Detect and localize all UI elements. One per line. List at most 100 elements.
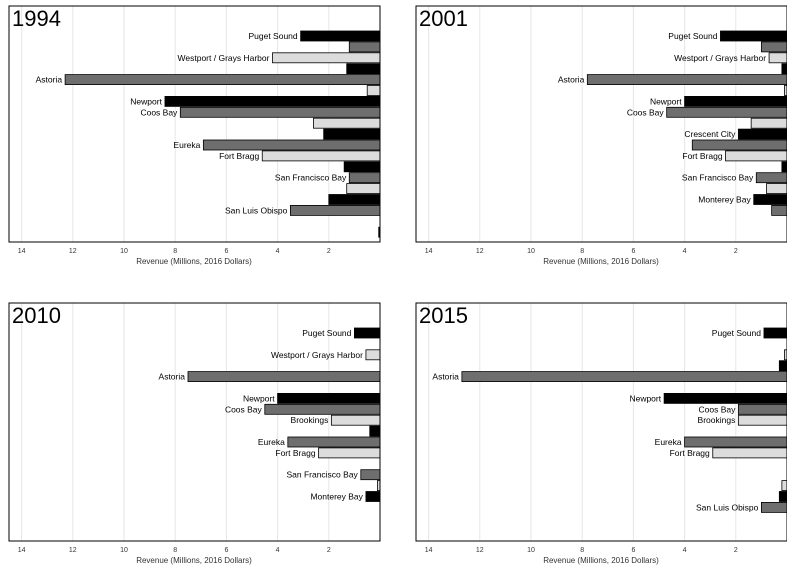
port-label: Coos Bay — [225, 404, 263, 414]
panel-1994: Puget Sound Westport / Grays Harbor Astori… — [8, 5, 381, 266]
bar-light_gray-row-14 — [346, 183, 381, 195]
panel-frame — [8, 302, 381, 542]
panel-title: 2010 — [12, 303, 61, 328]
port-label: Crescent City — [684, 129, 736, 139]
bar-light_gray-row-8 — [330, 414, 381, 426]
x-tick-label: 6 — [631, 547, 635, 554]
bar-black-row-9 — [323, 128, 381, 140]
x-tick-label: 8 — [580, 547, 584, 554]
port-label: Brookings — [698, 415, 736, 425]
bar-dark_gray-row-1 — [348, 41, 381, 53]
port-label: Fort Bragg — [275, 448, 315, 458]
bar-black-row-15 — [365, 491, 381, 502]
port-label: Coos Bay — [627, 107, 665, 117]
bar-dark_gray-row-16 — [761, 501, 787, 513]
bar-dark_gray-row-4 — [461, 371, 787, 383]
bar-light_gray-row-8 — [750, 117, 787, 129]
x-tick-label: 4 — [276, 547, 280, 554]
x-tick-label: 10 — [120, 248, 128, 255]
port-label: Westport / Grays Harbor — [674, 53, 766, 63]
x-tick-label: 8 — [173, 547, 177, 554]
panel-title: 1994 — [12, 6, 61, 31]
panel-title: 2015 — [419, 303, 468, 328]
bar-light_gray-row-2 — [784, 349, 787, 361]
port-label: San Francisco Bay — [286, 470, 358, 480]
port-label: Newport — [130, 96, 162, 106]
port-label: San Francisco Bay — [682, 173, 754, 183]
port-label: Brookings — [291, 415, 329, 425]
bar-black-row-3 — [346, 63, 381, 75]
port-label: Astoria — [432, 372, 459, 382]
panel-2015: Puget Sound Astoria Newport Coos BayBrookin… — [415, 302, 787, 565]
port-label: Coos Bay — [699, 404, 737, 414]
x-tick-label: 2 — [734, 547, 738, 554]
bar-black-row-6 — [684, 96, 787, 107]
bar-light_gray-row-8 — [737, 414, 787, 426]
bar-dark_gray-row-13 — [360, 469, 381, 481]
port-label: Astoria — [159, 372, 186, 382]
x-tick-label: 8 — [173, 248, 177, 255]
bar-light_gray-row-8 — [313, 117, 381, 129]
x-tick-label: 12 — [476, 547, 484, 554]
panel-2001: Puget Sound Westport / Grays Harbor Astori… — [415, 5, 787, 266]
port-label: San Luis Obispo — [225, 205, 288, 215]
bar-dark_gray-row-4 — [586, 74, 787, 85]
bar-light_gray-row-2 — [768, 52, 787, 64]
x-axis-label: Revenue (Millions, 2016 Dollars) — [543, 556, 659, 565]
bar-dark_gray-row-10 — [691, 139, 787, 151]
x-tick-label: 6 — [224, 547, 228, 554]
bar-light_gray-row-5 — [366, 85, 381, 96]
x-tick-label: 2 — [734, 248, 738, 255]
port-label: Puget Sound — [248, 31, 297, 41]
port-label: Newport — [629, 393, 661, 403]
port-label: Puget Sound — [712, 328, 761, 338]
bar-dark_gray-row-16 — [289, 204, 381, 216]
bar-light_gray-row-11 — [261, 150, 381, 162]
bar-black-row-9 — [737, 128, 787, 140]
bar-black-row-3 — [778, 360, 787, 372]
bar-dark_gray-row-1 — [761, 41, 787, 53]
port-label: Monterey Bay — [310, 492, 363, 502]
port-label: Westport / Grays Harbor — [178, 53, 270, 63]
bar-black-row-15 — [778, 491, 787, 502]
panel-frame — [415, 302, 787, 542]
port-label: Eureka — [258, 437, 285, 447]
bar-black-row-0 — [720, 30, 787, 42]
x-tick-label: 10 — [527, 547, 535, 554]
port-label: Astoria — [36, 75, 63, 85]
x-tick-label: 2 — [327, 547, 331, 554]
bar-black-row-12 — [343, 161, 381, 173]
bar-dark_gray-row-4 — [64, 74, 381, 85]
bar-black-row-9 — [369, 425, 381, 437]
port-label: Astoria — [558, 75, 585, 85]
bar-light_gray-row-2 — [272, 52, 381, 64]
bar-light_gray-row-11 — [712, 447, 787, 459]
port-label: Newport — [650, 96, 682, 106]
x-tick-label: 14 — [425, 547, 433, 554]
port-label: Coos Bay — [140, 107, 178, 117]
bar-black-row-6 — [663, 392, 787, 404]
x-tick-label: 4 — [683, 248, 687, 255]
port-label: Monterey Bay — [698, 195, 751, 205]
port-label: Fort Bragg — [682, 151, 722, 161]
bar-light_gray-row-2 — [365, 349, 381, 361]
bar-black-row-0 — [763, 327, 787, 339]
bar-black-row-12 — [781, 161, 787, 173]
bar-dark_gray-row-7 — [737, 403, 787, 415]
x-tick-label: 14 — [18, 248, 26, 255]
bar-black-row-6 — [277, 392, 381, 404]
port-label: Eureka — [173, 140, 200, 150]
x-tick-label: 4 — [683, 547, 687, 554]
x-tick-label: 12 — [69, 547, 77, 554]
bar-dark_gray-row-7 — [179, 106, 381, 118]
x-tick-label: 2 — [327, 248, 331, 255]
x-tick-label: 6 — [631, 248, 635, 255]
port-label: Puget Sound — [302, 328, 351, 338]
bar-black-row-6 — [164, 96, 381, 107]
bar-dark_gray-row-7 — [264, 403, 381, 415]
bar-dark_gray-row-10 — [684, 436, 787, 448]
panel-frame — [415, 5, 787, 243]
bar-dark_gray-row-10 — [202, 139, 381, 151]
bar-light_gray-row-5 — [784, 85, 787, 96]
